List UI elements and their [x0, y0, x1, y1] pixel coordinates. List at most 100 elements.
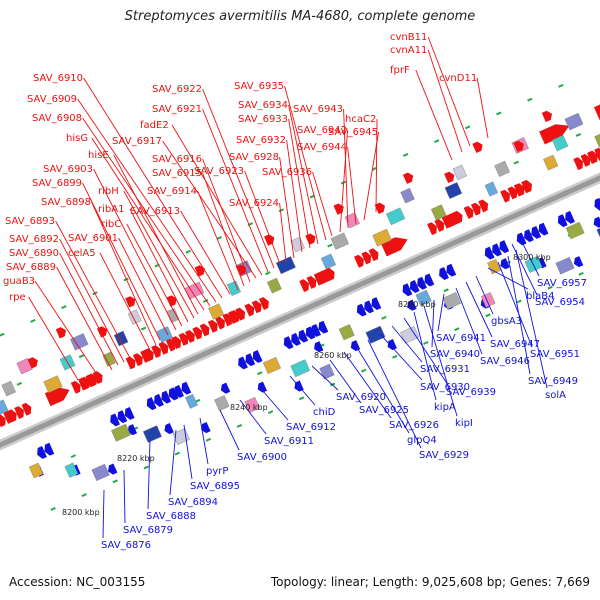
- reverse-leader-line: [515, 249, 548, 389]
- reverse-gene-label: kipI: [455, 418, 473, 429]
- reverse-gene-arrow: [161, 390, 172, 404]
- forward-gene-arrow: [472, 141, 483, 153]
- reverse-gene-arrow: [387, 339, 397, 351]
- reverse-leader-line: [475, 275, 494, 315]
- forward-gene-arrow: [478, 199, 489, 213]
- tick-lower: [236, 424, 243, 428]
- reverse-gene-label: SAV_6895: [190, 481, 240, 492]
- forward-gene-arrow: [324, 267, 335, 281]
- reverse-domain-box: [262, 356, 282, 375]
- label-leader-lines: [28, 36, 548, 539]
- reverse-gene-arrow: [439, 267, 449, 280]
- forward-gene-label: hisE: [88, 150, 109, 161]
- reverse-domain-box: [338, 324, 355, 341]
- forward-gene-arrow: [434, 218, 445, 232]
- reverse-gene-arrow: [220, 382, 231, 394]
- forward-gene-label: ribC: [101, 219, 121, 230]
- forward-leader-line: [197, 190, 239, 291]
- forward-gene-arrow: [185, 330, 195, 343]
- forward-gene-label: SAV_6910: [33, 73, 83, 84]
- reverse-leader-line: [289, 375, 316, 406]
- forward-leader-line: [113, 154, 199, 315]
- forward-gene-arrow: [244, 303, 255, 317]
- forward-gene-label: SAV_6943: [293, 104, 343, 115]
- tick-mid-upper: [327, 243, 333, 248]
- forward-domain-box: [494, 160, 511, 177]
- forward-gene-arrow: [513, 183, 524, 197]
- reverse-gene-arrow: [350, 340, 361, 352]
- forward-leader-line: [99, 252, 151, 351]
- reverse-leader-line: [367, 339, 422, 449]
- reverse-domain-box: [319, 363, 335, 380]
- reverse-gene-arrow: [298, 329, 309, 343]
- reverse-leader-line: [391, 325, 423, 363]
- forward-domain-box: [16, 357, 33, 375]
- reverse-gene-arrow: [318, 320, 329, 334]
- gene-labels: rpe guaB3 SAV_6889 SAV_6890 SAV_6892 SAV_6893…: [3, 32, 587, 551]
- reverse-gene-arrow: [424, 273, 435, 287]
- scale-label: 8300 kbp: [513, 253, 551, 262]
- forward-domain-box: [1, 380, 16, 397]
- reverse-gene-arrow: [117, 410, 128, 424]
- reverse-gene-arrow: [201, 422, 211, 434]
- forward-gene-arrow: [207, 319, 218, 333]
- reverse-gene-arrow: [283, 336, 294, 350]
- reverse-leader-line: [183, 424, 193, 480]
- forward-leader-line: [288, 104, 319, 245]
- tick-lower: [112, 479, 118, 484]
- reverse-domain-box: [214, 395, 230, 412]
- map-title: Streptomyces avermitilis MA-4680, comple…: [124, 9, 476, 24]
- forward-domain-box: [166, 308, 180, 323]
- forward-gene-arrow: [158, 341, 169, 355]
- reverse-gene-arrow: [238, 356, 248, 370]
- reverse-gene-arrow: [252, 349, 263, 363]
- forward-leader-line: [126, 223, 183, 327]
- forward-domain-box: [320, 253, 337, 270]
- feature-glyphs: [0, 104, 600, 482]
- forward-gene-arrow: [586, 151, 597, 164]
- forward-gene-arrow: [573, 157, 584, 171]
- tick-lower: [298, 396, 305, 401]
- reverse-leader-line: [403, 317, 449, 386]
- reverse-gene-label: SAV_6946: [480, 356, 530, 367]
- tick-mid-lower: [257, 371, 263, 376]
- forward-gene-label: SAV_6924: [229, 198, 279, 209]
- forward-gene-arrow: [178, 332, 189, 346]
- reverse-gene-arrow: [524, 229, 534, 243]
- forward-domain-box: [208, 303, 225, 320]
- reverse-gene-arrow: [417, 276, 427, 290]
- forward-gene-label: SAV_6893: [5, 216, 55, 227]
- forward-gene-label: SAV_6915: [152, 168, 202, 179]
- forward-leader-line: [312, 171, 333, 237]
- tick-upper: [496, 111, 502, 116]
- reverse-gene-label: SAV_6957: [537, 278, 587, 289]
- reverse-gene-arrow: [573, 256, 584, 268]
- forward-gene-arrow: [381, 237, 408, 257]
- forward-gene-arrow: [317, 271, 328, 284]
- tick-lower: [454, 327, 460, 332]
- tick-upper: [433, 139, 440, 144]
- reverse-gene-arrow: [407, 299, 417, 311]
- reverse-gene-label: SAV_6931: [420, 364, 470, 375]
- reverse-domain-box: [415, 289, 432, 307]
- forward-gene-arrow: [55, 327, 67, 339]
- reverse-gene-arrow: [108, 463, 118, 475]
- forward-gene-arrow: [444, 171, 455, 184]
- forward-domain-box: [484, 181, 499, 197]
- reverse-gene-arrow: [154, 393, 164, 407]
- forward-gene-label: ribA1: [98, 204, 124, 215]
- tick-mid-lower: [381, 315, 387, 320]
- forward-gene-arrow: [0, 414, 6, 428]
- tick-upper: [278, 208, 285, 213]
- reverse-gene-label: SAV_6947: [490, 339, 540, 350]
- forward-gene-arrow: [259, 297, 269, 310]
- scale-label: 8240 kbp: [230, 403, 268, 412]
- reverse-gene-arrow: [371, 297, 382, 311]
- forward-gene-label: SAV_6923: [194, 166, 244, 177]
- forward-gene-arrow: [235, 307, 246, 321]
- backbone-line: [0, 175, 600, 448]
- forward-gene-label: SAV_6945: [328, 127, 378, 138]
- reverse-leader-line: [487, 267, 529, 290]
